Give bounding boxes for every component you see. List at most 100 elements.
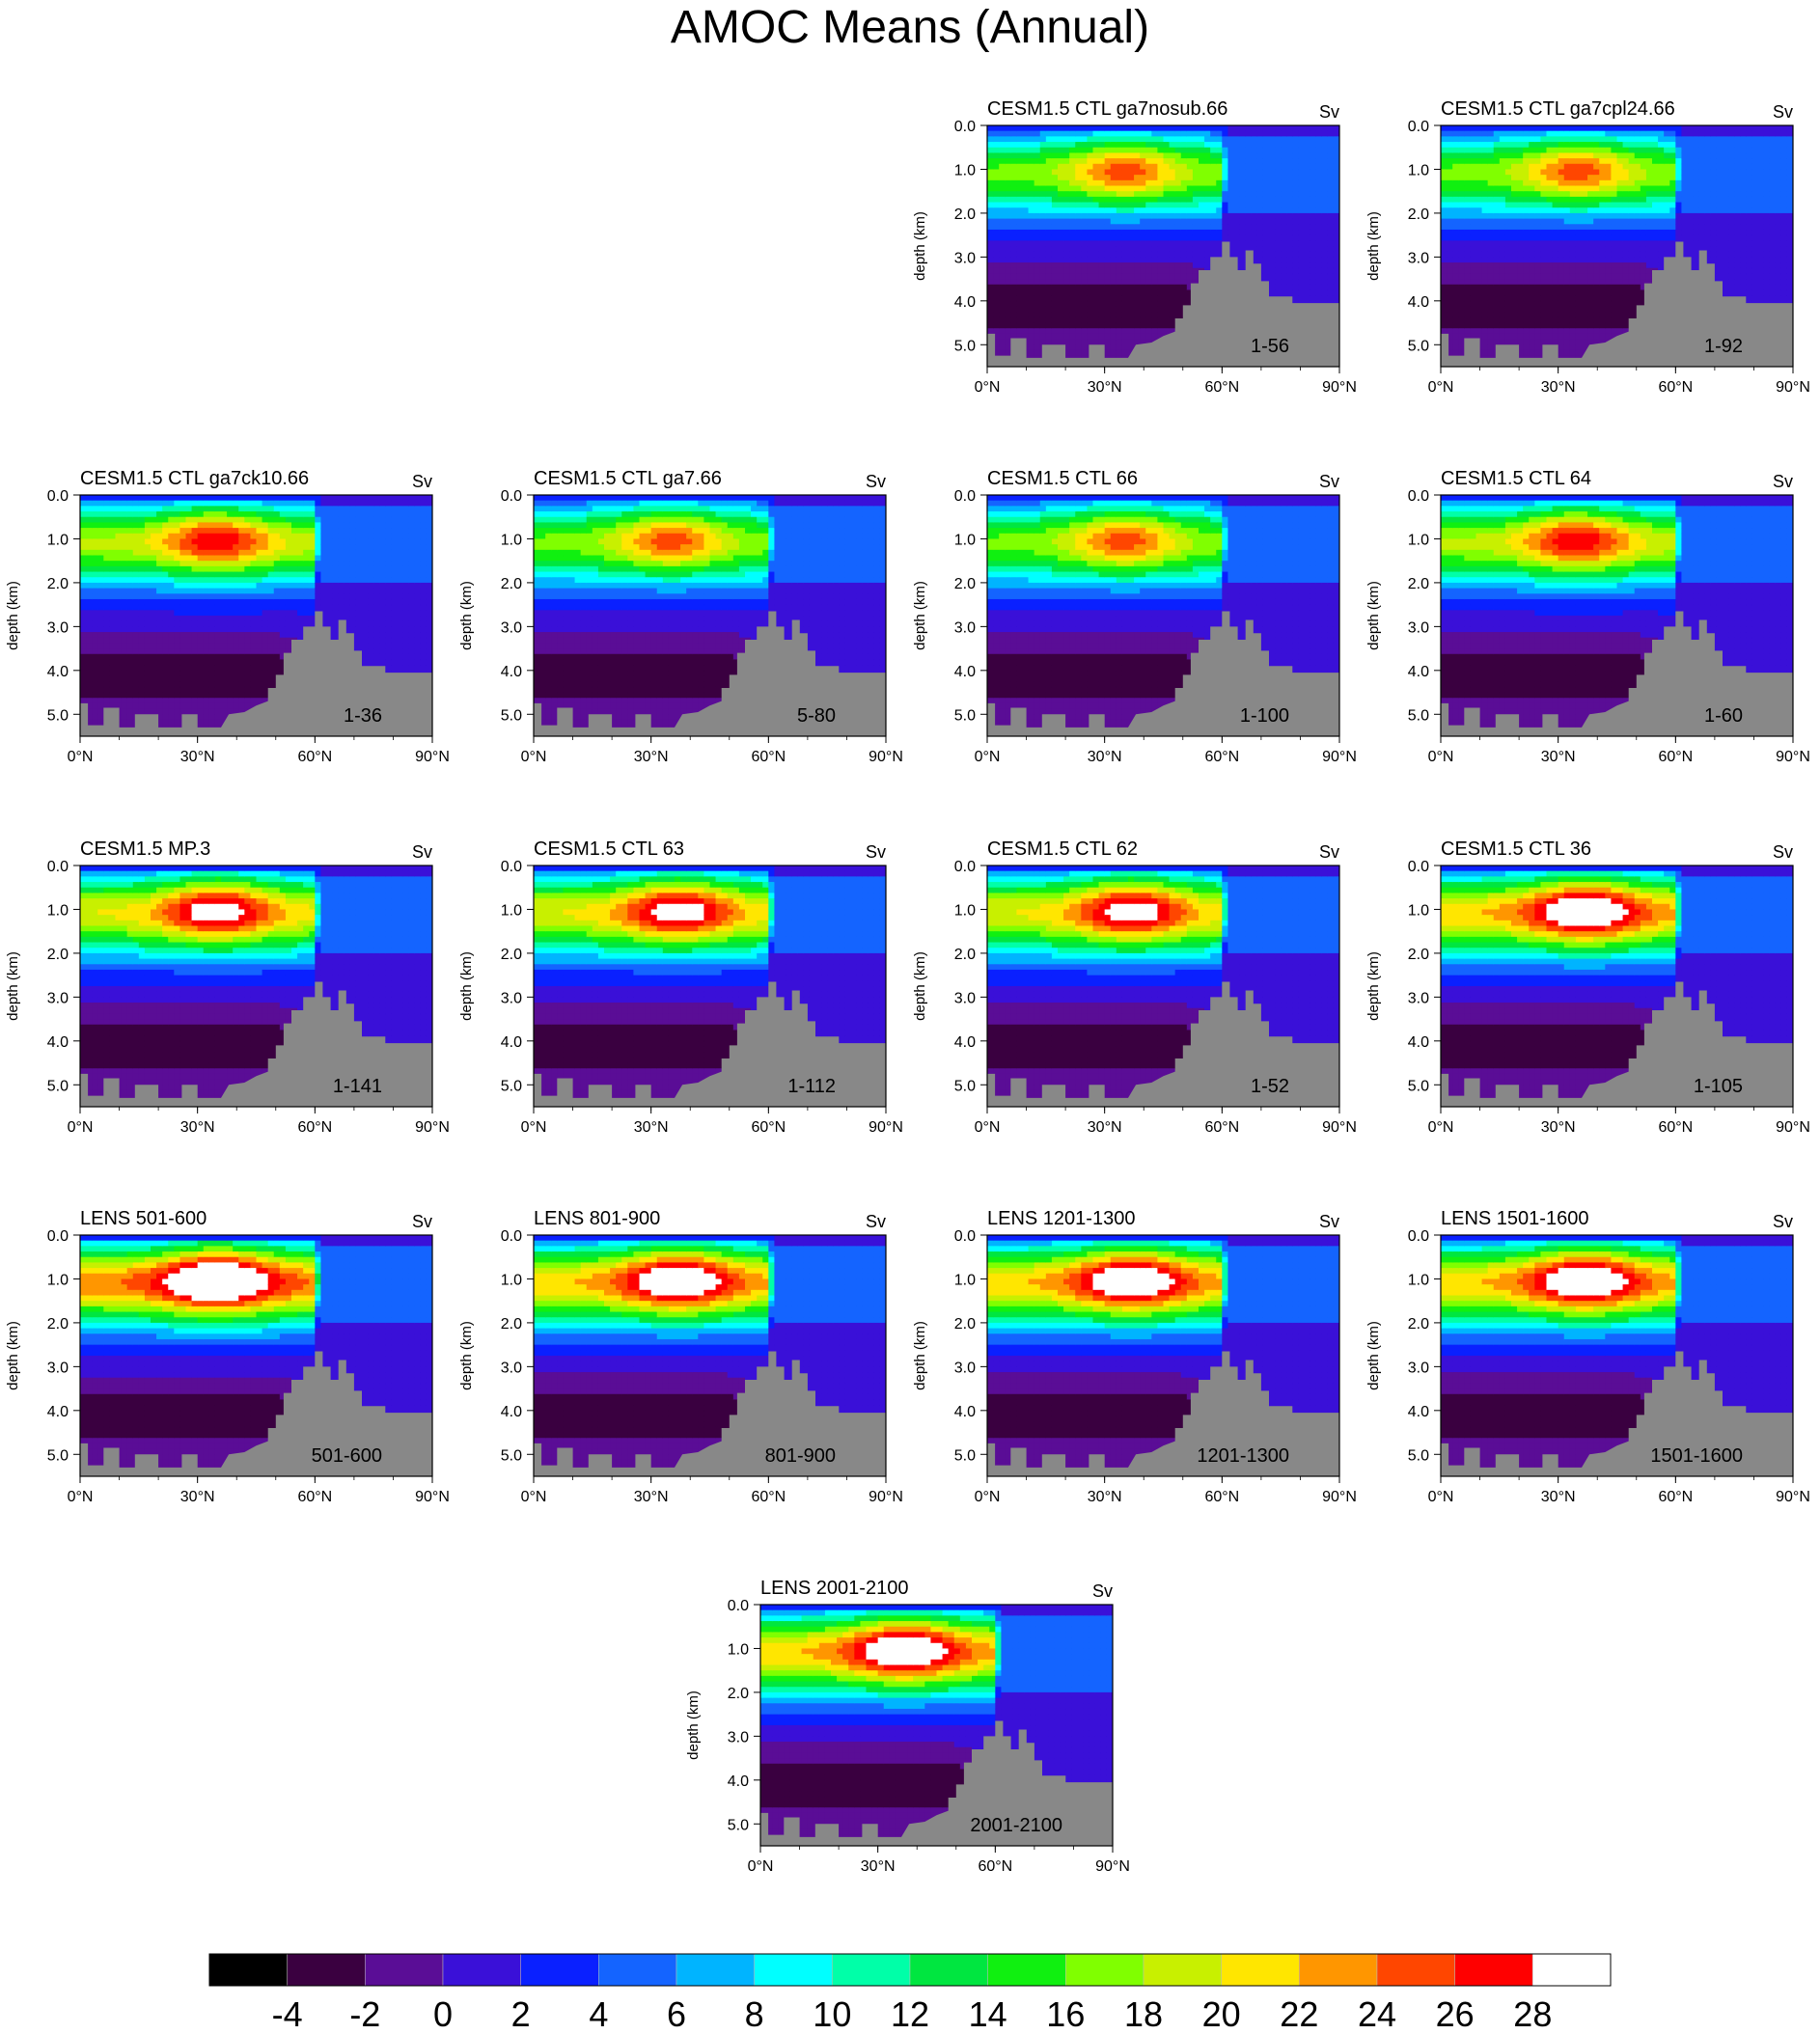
x-tick-label: 90°N: [1776, 1119, 1810, 1136]
colorbar-label: 28: [1513, 1994, 1552, 2034]
y-tick-label: 4.0: [954, 1034, 976, 1051]
plot-frame: [533, 494, 887, 737]
y-tick-label: 5.0: [954, 338, 976, 354]
panel-title: CESM1.5 CTL 64: [1441, 468, 1591, 489]
plot-frame: [79, 1234, 433, 1477]
bathymetry-land: [987, 1351, 1339, 1476]
y-tick-label: 2.0: [954, 206, 976, 223]
y-tick-label: 1.0: [954, 162, 976, 179]
colorbar-label: -2: [349, 1994, 380, 2034]
bathymetry-land: [534, 1351, 886, 1476]
panel-title: LENS 801-900: [534, 1208, 660, 1229]
y-axis-title: depth (km): [912, 1321, 928, 1390]
streamfunction-field: [760, 1605, 1113, 1846]
x-tick-label: 90°N: [1322, 1489, 1357, 1505]
colorbar-swatch: [365, 1953, 444, 1987]
colorbar-label: 24: [1358, 1994, 1396, 2034]
y-tick-label: 2.0: [954, 576, 976, 592]
x-tick-label: 60°N: [1204, 379, 1239, 396]
y-tick-label: 5.0: [728, 1817, 749, 1833]
x-tick-label: 0°N: [1428, 1489, 1454, 1505]
colorbar-label: 26: [1436, 1994, 1475, 2034]
y-tick-label: 1.0: [47, 902, 69, 919]
units-label: Sv: [1319, 472, 1339, 491]
streamfunction-field: [1441, 866, 1793, 1107]
x-tick-label: 60°N: [751, 1489, 786, 1505]
x-tick-label: 30°N: [180, 1119, 215, 1136]
x-tick-label: 60°N: [751, 1119, 786, 1136]
plot-frame: [986, 1234, 1340, 1477]
x-tick-label: 90°N: [1322, 1119, 1357, 1136]
y-tick-label: 1.0: [1408, 902, 1429, 919]
colorbar-swatch: [1221, 1953, 1300, 1987]
x-tick-label: 30°N: [1088, 1119, 1122, 1136]
streamfunction-field: [1441, 495, 1793, 736]
y-tick-label: 3.0: [1408, 990, 1429, 1006]
y-tick-label: 5.0: [47, 1078, 69, 1094]
units-label: Sv: [412, 472, 432, 491]
y-tick-label: 5.0: [954, 1447, 976, 1464]
x-tick-label: 90°N: [1776, 1489, 1810, 1505]
units-label: Sv: [412, 842, 432, 862]
plot-frame: [533, 1234, 887, 1477]
units-label: Sv: [1319, 1212, 1339, 1231]
streamfunction-field: [1441, 1235, 1793, 1476]
y-tick-label: 2.0: [47, 1316, 69, 1333]
x-tick-label: 0°N: [975, 749, 1001, 765]
panel-title: LENS 2001-2100: [760, 1578, 908, 1599]
units-label: Sv: [866, 472, 886, 491]
colorbar-label: 2: [511, 1994, 531, 2034]
y-tick-label: 5.0: [47, 707, 69, 724]
y-tick-label: 3.0: [47, 1360, 69, 1376]
x-tick-label: 60°N: [1204, 749, 1239, 765]
y-tick-label: 0.0: [954, 488, 976, 505]
y-tick-label: 5.0: [1408, 707, 1429, 724]
y-axis-title: depth (km): [1365, 951, 1382, 1021]
colorbar-label: -4: [272, 1994, 303, 2034]
x-tick-label: 0°N: [748, 1858, 774, 1875]
x-tick-label: 30°N: [1088, 379, 1122, 396]
streamfunction-field: [534, 1235, 886, 1476]
y-axis-title: depth (km): [5, 1321, 21, 1390]
x-tick-label: 0°N: [68, 1489, 94, 1505]
colorbar-label: 4: [589, 1994, 608, 2034]
amoc-panel: 0°N 30°N 60°N 90°N 0.0 1.0 2.0 3.0 4.0 5.0 depth (…: [5, 468, 450, 765]
x-tick-label: 90°N: [1776, 749, 1810, 765]
colorbar-label: 14: [969, 1994, 1007, 2034]
y-tick-label: 5.0: [501, 707, 522, 724]
panel-title: CESM1.5 CTL 63: [534, 838, 684, 860]
y-tick-label: 2.0: [501, 1316, 522, 1333]
panel-title: CESM1.5 CTL 36: [1441, 838, 1591, 860]
x-tick-label: 60°N: [751, 749, 786, 765]
y-axis-title: depth (km): [1365, 211, 1382, 281]
colorbar-swatch: [598, 1953, 677, 1987]
y-tick-label: 4.0: [47, 1404, 69, 1420]
colorbar-swatch: [1143, 1953, 1222, 1987]
y-axis-title: depth (km): [912, 211, 928, 281]
y-tick-label: 2.0: [1408, 1316, 1429, 1333]
y-tick-label: 5.0: [501, 1078, 522, 1094]
colorbar-label: 12: [891, 1994, 929, 2034]
x-tick-label: 60°N: [1204, 1489, 1239, 1505]
panel-title: LENS 1501-1600: [1441, 1208, 1588, 1229]
main-title: AMOC Means (Annual): [671, 2, 1149, 53]
colorbar-label: 18: [1124, 1994, 1163, 2034]
panel-grid: 0°N 30°N 60°N 90°N 0.0 1.0 2.0 3.0 4.0 5.0 depth (…: [5, 98, 1810, 1875]
y-tick-label: 1.0: [1408, 162, 1429, 179]
bathymetry-land: [760, 1720, 1113, 1846]
plot-frame: [986, 124, 1340, 368]
y-tick-label: 0.0: [954, 859, 976, 875]
amoc-panel: 0°N 30°N 60°N 90°N 0.0 1.0 2.0 3.0 4.0 5.0 depth (…: [912, 838, 1357, 1136]
plot-frame: [986, 494, 1340, 737]
amoc-panel: 0°N 30°N 60°N 90°N 0.0 1.0 2.0 3.0 4.0 5.0 depth (…: [912, 468, 1357, 765]
amoc-panel: 0°N 30°N 60°N 90°N 0.0 1.0 2.0 3.0 4.0 5.0 depth (…: [458, 838, 903, 1136]
x-tick-label: 0°N: [521, 1489, 547, 1505]
y-axis-title: depth (km): [912, 951, 928, 1021]
amoc-panel: 0°N 30°N 60°N 90°N 0.0 1.0 2.0 3.0 4.0 5.0 depth (…: [5, 838, 450, 1136]
x-tick-label: 90°N: [415, 1119, 450, 1136]
y-tick-label: 0.0: [728, 1598, 749, 1614]
amoc-panel: 0°N 30°N 60°N 90°N 0.0 1.0 2.0 3.0 4.0 5.0 depth (…: [1365, 98, 1810, 396]
y-tick-label: 5.0: [954, 707, 976, 724]
y-tick-label: 1.0: [1408, 532, 1429, 548]
